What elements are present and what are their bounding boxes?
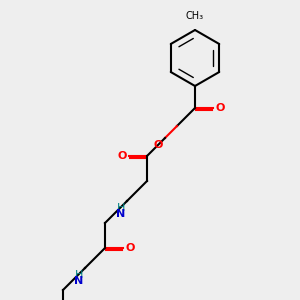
Text: H: H bbox=[75, 270, 83, 280]
Text: N: N bbox=[74, 276, 83, 286]
Text: O: O bbox=[125, 243, 134, 253]
Text: O: O bbox=[154, 140, 163, 150]
Text: N: N bbox=[116, 209, 125, 219]
Text: O: O bbox=[118, 151, 127, 161]
Text: O: O bbox=[215, 103, 224, 113]
Text: CH₃: CH₃ bbox=[186, 11, 204, 21]
Text: H: H bbox=[117, 203, 125, 213]
